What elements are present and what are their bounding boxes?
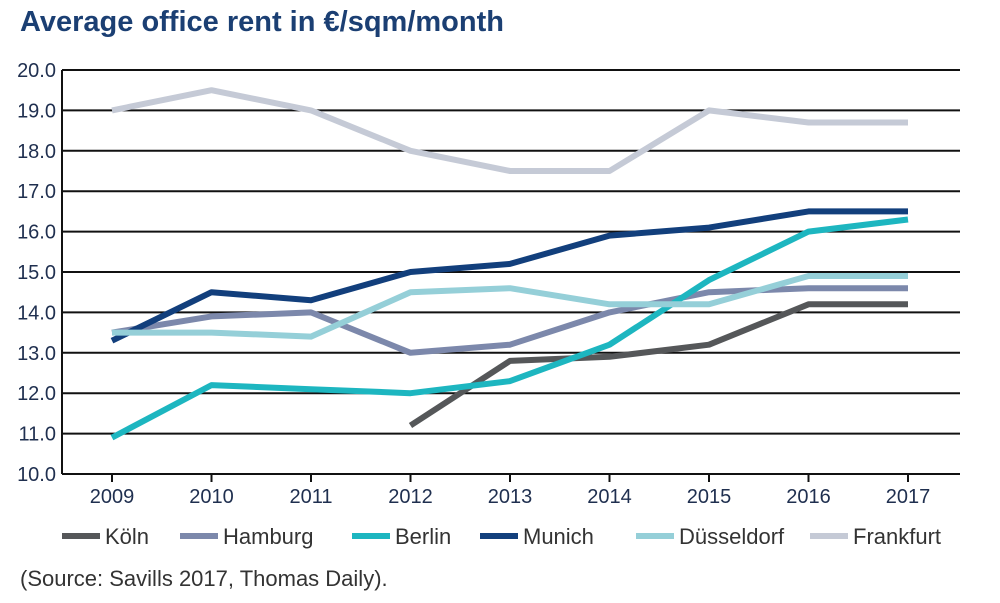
x-axis-ticks: 2009 2010 2011 2012 2013 2014 2015 2016 2017: [90, 474, 931, 508]
series-line-frankfurt: [111, 87, 908, 174]
series-line-munich: [110, 208, 908, 344]
x-tick-label: 2011: [289, 486, 332, 508]
series-line-hamburg: [111, 285, 908, 356]
legend-label: Berlin: [395, 524, 451, 549]
y-tick-label: 11.0: [19, 424, 56, 446]
y-tick-label: 13.0: [17, 343, 56, 365]
x-tick-label: 2010: [189, 486, 234, 508]
x-tick-label: 2014: [587, 486, 632, 508]
series-line-berlin: [110, 216, 909, 441]
y-tick-label: 14.0: [17, 302, 56, 324]
legend-label: Frankfurt: [853, 524, 941, 549]
legend-label: Munich: [523, 524, 594, 549]
y-tick-label: 10.0: [17, 464, 56, 486]
series-line-k-ln: [408, 301, 908, 429]
y-axis-ticks: 10.0 11.0 12.0 13.0 14.0 15.0 16.0 17.0 18.0 19.0…: [17, 60, 56, 486]
legend-label: Düsseldorf: [679, 524, 785, 549]
legend-label: Köln: [105, 524, 149, 549]
y-tick-label: 15.0: [17, 262, 56, 284]
series-lines: [110, 87, 909, 441]
grid-lines: [61, 69, 960, 475]
line-chart: 10.0 11.0 12.0 13.0 14.0 15.0 16.0 17.0 18.0 19.0…: [17, 60, 960, 549]
y-tick-label: 20.0: [17, 60, 56, 82]
y-tick-label: 19.0: [17, 100, 56, 122]
series-line-d-sseldorf: [112, 273, 908, 340]
legend-label: Hamburg: [223, 524, 313, 549]
x-tick-label: 2009: [90, 486, 135, 508]
legend: Köln Hamburg Berlin Munich Düsseldorf Frankfu…: [62, 524, 941, 549]
x-tick-label: 2012: [388, 486, 433, 508]
y-tick-label: 18.0: [17, 141, 56, 163]
x-tick-label: 2016: [786, 486, 831, 508]
y-tick-label: 12.0: [17, 383, 56, 405]
x-tick-label: 2017: [886, 486, 931, 508]
y-tick-label: 17.0: [17, 181, 56, 203]
chart-title: Average office rent in €/sqm/month: [20, 6, 504, 38]
source-note: (Source: Savills 2017, Thomas Daily).: [20, 566, 388, 591]
x-tick-label: 2013: [488, 486, 533, 508]
x-tick-label: 2015: [687, 486, 732, 508]
y-tick-label: 16.0: [17, 222, 56, 244]
